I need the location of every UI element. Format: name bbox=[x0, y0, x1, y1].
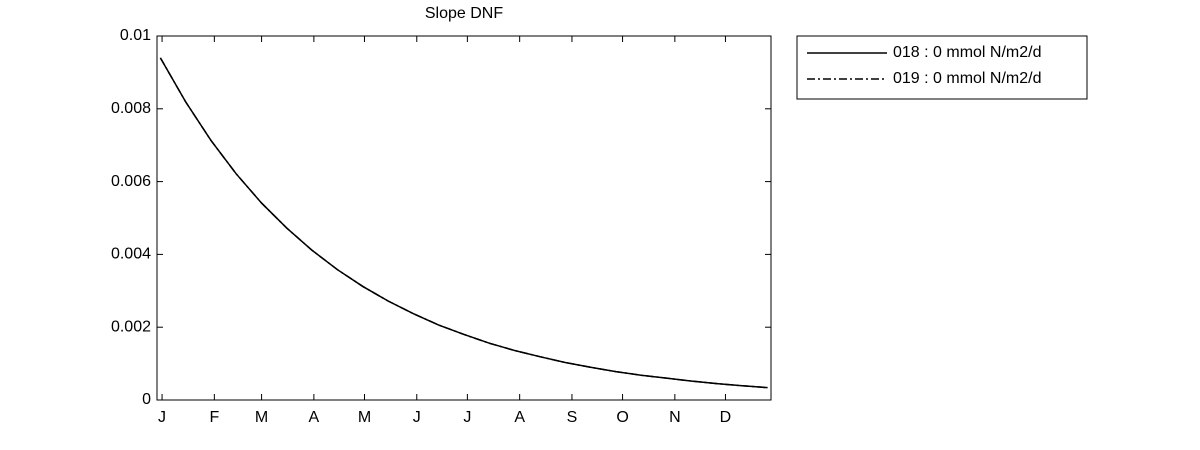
x-tick-label: N bbox=[669, 409, 681, 426]
x-tick-label: D bbox=[720, 409, 732, 426]
plot-area bbox=[156, 35, 772, 401]
legend-label: 019 : 0 mmol N/m2/d bbox=[893, 70, 1042, 87]
chart-title: Slope DNF bbox=[425, 5, 503, 22]
y-tick-label: 0.01 bbox=[120, 27, 151, 44]
x-tick-label: O bbox=[616, 409, 628, 426]
x-tick-label: S bbox=[567, 409, 578, 426]
x-tick-label: F bbox=[209, 409, 219, 426]
y-tick-label: 0.004 bbox=[111, 246, 151, 263]
x-tick-label: M bbox=[358, 409, 371, 426]
y-tick-label: 0.008 bbox=[111, 100, 151, 117]
series-line bbox=[159, 57, 768, 389]
x-tick-label: A bbox=[514, 409, 525, 426]
x-tick-label: A bbox=[309, 409, 320, 426]
legend-label: 018 : 0 mmol N/m2/d bbox=[893, 44, 1042, 61]
x-tick-label: J bbox=[158, 409, 166, 426]
legend-box bbox=[796, 35, 1088, 100]
x-tick-label: J bbox=[463, 409, 471, 426]
x-tick-label: J bbox=[413, 409, 421, 426]
y-tick-label: 0 bbox=[142, 391, 151, 408]
x-tick-label: M bbox=[255, 409, 268, 426]
y-tick-label: 0.002 bbox=[111, 318, 151, 335]
y-tick-label: 0.006 bbox=[111, 173, 151, 190]
